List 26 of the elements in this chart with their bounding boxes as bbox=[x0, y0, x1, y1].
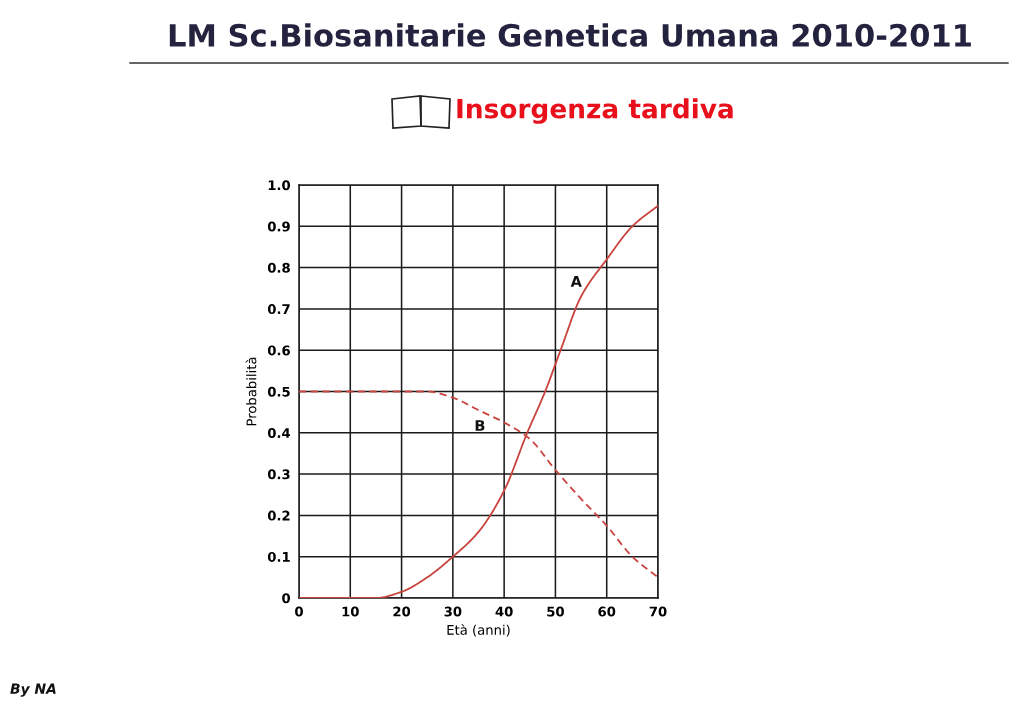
chart-subtitle: Insorgenza tardiva bbox=[457, 98, 733, 124]
y-tick-label: 0.7 bbox=[267, 304, 290, 315]
x-axis-title: Età (anni) bbox=[447, 624, 510, 637]
y-tick-label: 0.1 bbox=[267, 551, 290, 562]
chart-title: LM Sc.Biosanitarie Genetica Umana 2010-2011 bbox=[169, 23, 971, 47]
y-tick-label: 0.2 bbox=[267, 510, 290, 521]
y-tick-label: 0 bbox=[282, 593, 291, 604]
x-tick-label: 50 bbox=[547, 606, 564, 617]
y-axis-title: Probabilità bbox=[245, 357, 257, 426]
series-label: A bbox=[570, 276, 582, 287]
x-tick-label: 40 bbox=[495, 606, 513, 617]
x-tick-label: 30 bbox=[444, 606, 462, 617]
x-tick-label: 10 bbox=[342, 606, 359, 617]
y-tick-label: 0.4 bbox=[267, 428, 291, 438]
y-tick-label: 1.0 bbox=[268, 180, 291, 191]
x-tick-label: 0 bbox=[295, 606, 303, 617]
y-tick-label: 0.9 bbox=[267, 221, 290, 232]
series-label: B bbox=[475, 420, 485, 431]
y-tick-label: 0.3 bbox=[267, 469, 290, 480]
y-tick-label: 0.6 bbox=[267, 345, 290, 356]
x-tick-label: 20 bbox=[393, 606, 411, 617]
y-tick-label: 0.8 bbox=[267, 262, 290, 273]
y-tick-label: 0.5 bbox=[267, 386, 290, 397]
x-tick-label: 60 bbox=[598, 606, 616, 617]
text: By NA bbox=[10, 683, 56, 697]
x-tick-label: 70 bbox=[649, 606, 667, 617]
